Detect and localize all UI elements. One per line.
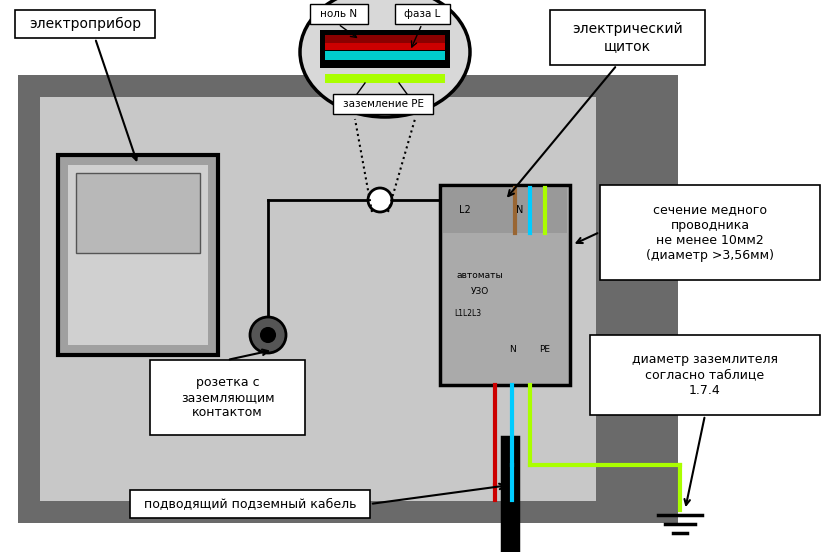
FancyBboxPatch shape	[18, 75, 678, 523]
FancyBboxPatch shape	[58, 155, 218, 355]
FancyBboxPatch shape	[40, 97, 656, 501]
FancyBboxPatch shape	[76, 173, 200, 253]
FancyBboxPatch shape	[150, 360, 305, 435]
Text: подводящий подземный кабель: подводящий подземный кабель	[144, 497, 356, 511]
Text: розетка с
заземляющим
контактом: розетка с заземляющим контактом	[181, 376, 274, 419]
Text: электрический
щиток: электрический щиток	[572, 23, 683, 52]
FancyBboxPatch shape	[130, 490, 370, 518]
FancyBboxPatch shape	[600, 185, 820, 280]
FancyBboxPatch shape	[325, 35, 445, 43]
FancyBboxPatch shape	[443, 188, 567, 233]
Circle shape	[368, 188, 392, 212]
Circle shape	[261, 328, 275, 342]
FancyBboxPatch shape	[325, 74, 445, 83]
FancyBboxPatch shape	[550, 10, 705, 65]
Text: автоматы: автоматы	[457, 270, 503, 279]
Text: N: N	[509, 346, 515, 354]
Text: заземление PE: заземление PE	[343, 99, 423, 109]
Text: L2: L2	[459, 205, 471, 215]
Ellipse shape	[300, 0, 470, 117]
Text: УЗО: УЗО	[471, 288, 489, 296]
FancyBboxPatch shape	[590, 335, 820, 415]
FancyBboxPatch shape	[325, 51, 445, 60]
Text: фаза L: фаза L	[404, 9, 441, 19]
Text: N: N	[516, 205, 524, 215]
Text: сечение медного
проводника
не менее 10мм2
(диаметр >3,56мм): сечение медного проводника не менее 10мм…	[646, 204, 774, 262]
FancyBboxPatch shape	[596, 97, 656, 501]
FancyBboxPatch shape	[68, 165, 208, 345]
FancyBboxPatch shape	[15, 10, 155, 38]
Text: электроприбор: электроприбор	[29, 17, 141, 31]
FancyBboxPatch shape	[395, 4, 450, 24]
Text: L1L2L3: L1L2L3	[455, 309, 481, 317]
Text: ноль N: ноль N	[320, 9, 358, 19]
FancyBboxPatch shape	[310, 4, 368, 24]
FancyBboxPatch shape	[333, 94, 433, 114]
Circle shape	[250, 317, 286, 353]
FancyBboxPatch shape	[320, 30, 450, 68]
FancyBboxPatch shape	[440, 185, 570, 385]
Text: диаметр заземлителя
согласно таблице
1.7.4: диаметр заземлителя согласно таблице 1.7…	[632, 353, 778, 396]
Text: PE: PE	[540, 346, 550, 354]
FancyBboxPatch shape	[325, 43, 445, 50]
